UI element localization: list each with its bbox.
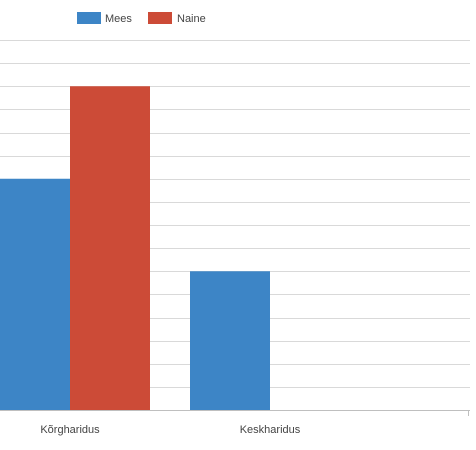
axes	[0, 410, 470, 416]
bar-mees-0[interactable]	[0, 178, 70, 410]
x-tick-label: Keskharidus	[240, 424, 301, 436]
bars	[0, 86, 270, 410]
legend-label-naine: Naine	[177, 13, 206, 25]
bar-mees-1[interactable]	[190, 271, 270, 410]
bar-naine-0[interactable]	[70, 86, 150, 410]
legend-swatch-mees	[77, 12, 101, 24]
x-tick-labels: Kõrgharidus Keskharidus	[40, 424, 300, 436]
legend-label-mees: Mees	[105, 13, 132, 25]
legend-item-naine[interactable]: Naine	[148, 12, 206, 25]
legend-swatch-naine	[148, 12, 172, 24]
legend-item-mees[interactable]: Mees	[77, 12, 132, 25]
x-tick-label: Kõrgharidus	[40, 424, 100, 436]
legend: Mees Naine	[77, 12, 206, 25]
